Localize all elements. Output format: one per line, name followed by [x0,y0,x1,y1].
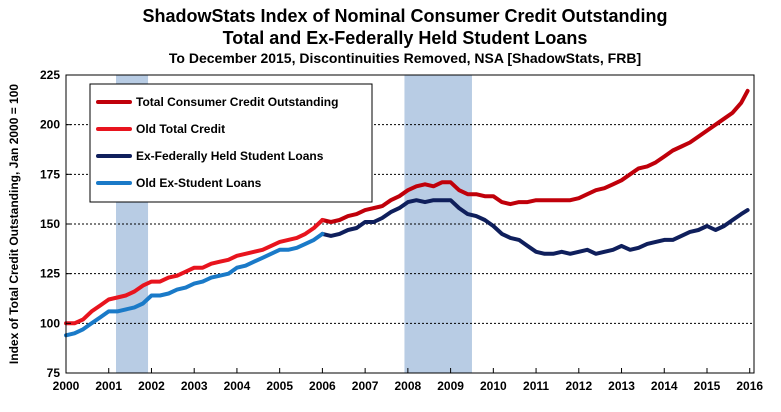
y-tick-label: 125 [40,267,60,281]
x-tick-label: 2003 [181,379,208,393]
series-line [64,231,325,338]
series-line [320,88,750,224]
x-tick-label: 2000 [53,379,80,393]
x-tick-label: 2002 [138,379,165,393]
x-tick-label: 2006 [309,379,336,393]
x-tick-label: 2013 [608,379,635,393]
plot-area: 2000 2001 2002 2003 2004 2005 2006 2007 2008 2009… [40,68,763,393]
y-tick-label: 100 [40,316,60,330]
x-tick-label: 2007 [352,379,379,393]
legend-label: Old Total Credit [136,122,225,136]
legend-box [89,83,373,203]
series-line [320,198,750,256]
x-tick-label: 2005 [266,379,293,393]
legend-label: Ex-Federally Held Student Loans [136,149,324,163]
chart-title: ShadowStats Index of Nominal Consumer Cr… [142,6,667,26]
legend-label: Old Ex-Student Loans [136,176,262,190]
y-tick-label: 150 [40,217,60,231]
chart-subtitle-2: To December 2015, Discontinuities Remove… [169,50,641,66]
series-line [64,218,325,326]
x-tick-label: 2011 [523,379,549,393]
chart-subtitle: Total and Ex-Federally Held Student Loan… [223,28,588,48]
y-tick-label: 75 [47,366,61,380]
x-tick-label: 2012 [565,379,592,393]
x-tick-label: 2014 [651,379,678,393]
x-tick-label: 2015 [694,379,721,393]
legend-label: Total Consumer Credit Outstanding [136,95,338,109]
y-axis-label: Index of Total Credit Outstanding, Jan 2… [7,84,21,365]
x-tick-label: 2016 [736,379,763,393]
y-tick-label: 175 [40,167,60,181]
x-tick-label: 2009 [437,379,464,393]
y-tick-label: 225 [40,68,60,82]
y-tick-label: 200 [40,118,60,132]
x-tick-label: 2004 [224,379,251,393]
x-tick-label: 2008 [395,379,422,393]
x-tick-label: 2001 [95,379,122,393]
x-tick-label: 2010 [480,379,507,393]
